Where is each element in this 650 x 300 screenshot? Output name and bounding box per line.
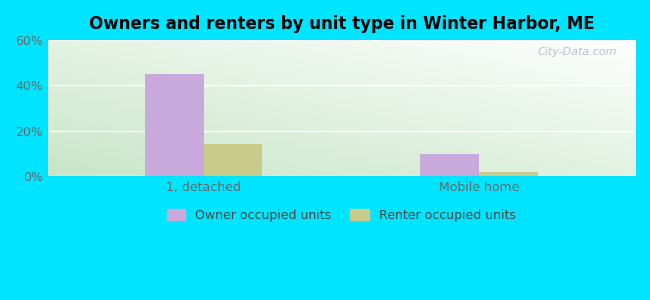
Text: City-Data.com: City-Data.com: [538, 47, 617, 57]
Bar: [479, 172, 538, 176]
Legend: Owner occupied units, Renter occupied units: Owner occupied units, Renter occupied un…: [162, 204, 521, 227]
Title: Owners and renters by unit type in Winter Harbor, ME: Owners and renters by unit type in Winte…: [88, 15, 594, 33]
Bar: [145, 74, 203, 176]
Bar: [203, 145, 263, 176]
Bar: [421, 154, 479, 176]
